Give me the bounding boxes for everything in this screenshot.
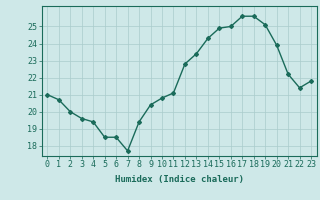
X-axis label: Humidex (Indice chaleur): Humidex (Indice chaleur) [115, 175, 244, 184]
